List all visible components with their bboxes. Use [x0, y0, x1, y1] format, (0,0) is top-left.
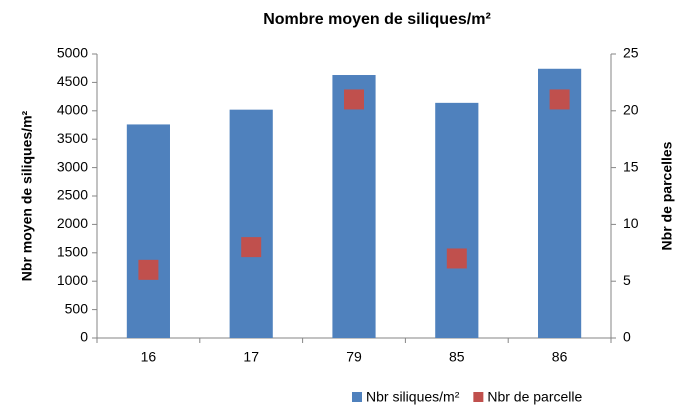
x-tick-label: 79	[346, 349, 362, 365]
legend-swatch	[473, 392, 484, 402]
y-tick-label: 3000	[57, 158, 88, 174]
y2-axis-label: Nbr de parcelles	[659, 141, 675, 250]
legend-swatch	[352, 392, 362, 402]
chart-title: Nombre moyen de siliques/m²	[263, 11, 491, 28]
bar	[332, 75, 376, 339]
marker	[344, 89, 364, 110]
marker	[549, 89, 570, 110]
y-axis-label: Nbr moyen de siliques/m²	[19, 110, 35, 281]
y-tick-label: 5000	[57, 45, 88, 61]
marker	[241, 237, 262, 258]
x-tick-label: 17	[243, 349, 259, 365]
y-tick-label: 3500	[57, 130, 88, 146]
bar	[229, 109, 273, 338]
y-tick-label: 0	[80, 329, 88, 345]
marker	[446, 248, 467, 269]
y2-tick-label: 15	[623, 158, 639, 174]
y2-tick-label: 0	[623, 329, 631, 345]
y2-tick-label: 20	[623, 102, 639, 118]
y-tick-label: 4500	[57, 73, 88, 89]
x-tick-label: 85	[449, 349, 465, 365]
legend-label: Nbr de parcelle	[487, 389, 582, 405]
x-tick-label: 86	[552, 349, 568, 365]
legend-label: Nbr siliques/m²	[366, 389, 460, 405]
y2-tick-label: 5	[623, 272, 631, 288]
y-tick-label: 2500	[57, 187, 88, 203]
y-tick-label: 1500	[57, 244, 88, 260]
bar	[538, 68, 582, 338]
x-tick-label: 16	[141, 349, 157, 365]
y2-tick-label: 10	[623, 215, 639, 231]
y-tick-label: 4000	[57, 102, 88, 118]
bar	[435, 102, 479, 339]
y-tick-label: 2000	[57, 215, 88, 231]
y-tick-label: 500	[65, 300, 89, 316]
y-tick-label: 1000	[57, 272, 88, 288]
y2-tick-label: 25	[623, 45, 639, 61]
marker	[138, 259, 159, 280]
bar	[126, 124, 170, 338]
